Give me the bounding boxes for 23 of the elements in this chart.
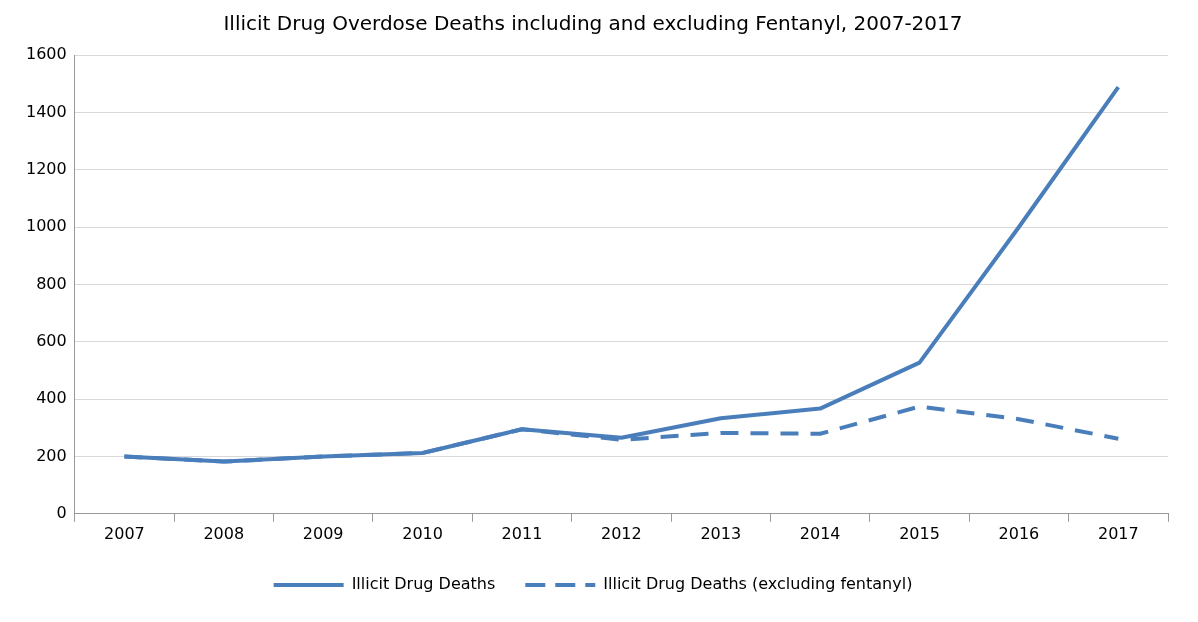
x-tick-label: 2011 — [501, 523, 543, 543]
x-tick-label: 2009 — [302, 523, 344, 543]
y-tick-label: 1200 — [26, 158, 67, 178]
legend-label: Illicit Drug Deaths — [351, 574, 496, 594]
x-tick-label: 2007 — [104, 523, 145, 543]
x-tick-label: 2013 — [700, 523, 742, 543]
x-tick-label: 2017 — [1097, 523, 1139, 543]
x-tick-label: 2010 — [402, 523, 443, 543]
y-tick-label: 200 — [36, 445, 67, 465]
x-tick-label: 2015 — [899, 523, 940, 543]
y-tick-label: 400 — [36, 388, 67, 408]
y-tick-label: 1400 — [26, 101, 67, 121]
x-tick-label: 2008 — [203, 523, 245, 543]
x-tick-label: 2014 — [799, 523, 841, 543]
y-tick-label: 1000 — [26, 216, 67, 236]
y-tick-label: 0 — [56, 502, 67, 522]
chart-title: Illicit Drug Overdose Deaths including and excluding Fentanyl, 2007-2017 — [223, 11, 963, 36]
x-tick-label: 2016 — [998, 523, 1040, 543]
y-tick-label: 800 — [36, 273, 67, 293]
y-tick-label: 1600 — [26, 44, 67, 64]
y-tick-label: 600 — [36, 330, 67, 350]
x-tick-label: 2012 — [601, 523, 642, 543]
legend-label: Illicit Drug Deaths (excluding fentanyl) — [603, 574, 913, 594]
